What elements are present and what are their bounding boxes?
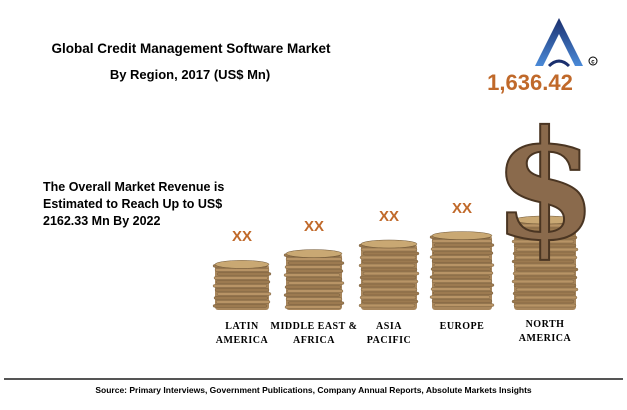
- dollar-sign-icon: $: [493, 98, 597, 274]
- logo-chevron: [535, 18, 583, 66]
- bar-3: [358, 239, 420, 310]
- value-label-1: XX: [231, 228, 252, 246]
- svg-text:c: c: [591, 60, 595, 66]
- category-label-5: NORTH AMERICA: [518, 319, 572, 344]
- market-estimate-annotation: The Overall Market Revenue is Estimated …: [43, 180, 225, 228]
- company-logo: c: [535, 18, 598, 68]
- category-label-2: MIDDLE EAST & AFRICA: [270, 321, 358, 346]
- bar-4: [429, 231, 495, 310]
- chart-title: Global Credit Management Software Market: [51, 41, 331, 56]
- bar-2: [283, 249, 345, 310]
- bar-1: [212, 260, 272, 310]
- source-note: Source: Primary Interviews, Government P…: [95, 385, 532, 395]
- category-label-3: ASIA PACIFIC: [366, 321, 412, 346]
- value-label-5: 1,636.42: [487, 70, 573, 95]
- value-label-4: XX: [451, 199, 472, 217]
- logo-swoosh: [547, 59, 571, 68]
- category-label-1: LATIN AMERICA: [215, 321, 269, 346]
- chart-subtitle: By Region, 2017 (US$ Mn): [109, 67, 271, 82]
- value-label-3: XX: [378, 208, 399, 225]
- bar-5: [511, 215, 579, 310]
- divider: [4, 378, 623, 380]
- category-label-4: EUROPE: [439, 321, 485, 332]
- copyright-icon: [588, 56, 598, 66]
- value-label-2: XX: [303, 217, 324, 235]
- chart-plot: $: [212, 97, 598, 310]
